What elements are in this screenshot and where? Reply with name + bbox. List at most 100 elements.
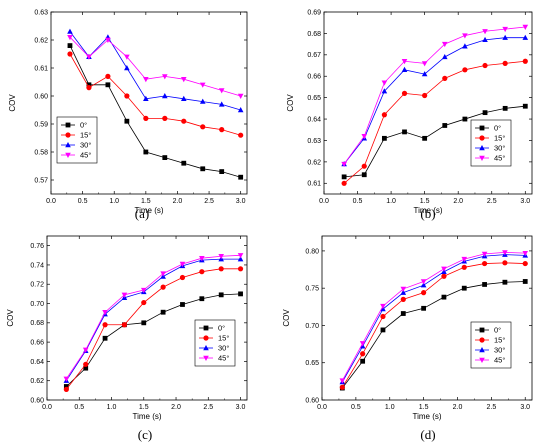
data-point <box>380 313 386 320</box>
data-point <box>522 34 529 40</box>
legend-label: 0° <box>494 326 501 335</box>
data-point <box>462 116 468 122</box>
data-point <box>181 118 187 124</box>
data-point <box>143 95 149 101</box>
y-axis-label: COV <box>6 309 15 327</box>
data-point <box>63 386 69 392</box>
x-tick-label: 1.5 <box>141 198 151 205</box>
legend-marker <box>65 122 71 128</box>
y-tick-label: 0.60 <box>305 397 319 404</box>
x-tick-label: 1.5 <box>419 404 429 411</box>
data-point <box>421 61 428 67</box>
series-45-deg <box>63 253 244 382</box>
x-tick-label: 0.5 <box>74 404 84 411</box>
data-point <box>141 299 147 306</box>
series-15-deg <box>339 260 528 390</box>
data-point <box>421 305 427 311</box>
y-tick-label: 0.70 <box>30 301 44 308</box>
data-point <box>502 26 508 33</box>
data-point <box>83 365 89 371</box>
data-point <box>360 358 366 364</box>
y-tick-label: 0.63 <box>34 9 48 16</box>
data-point <box>482 282 487 287</box>
legend-label: 30° <box>80 141 91 150</box>
y-tick-label: 0.67 <box>307 52 321 59</box>
x-tick-label: 2.0 <box>453 404 463 411</box>
data-point <box>422 135 428 141</box>
data-point <box>400 311 406 316</box>
data-point <box>462 43 468 49</box>
data-point <box>481 260 488 267</box>
series-line <box>66 293 241 387</box>
data-point <box>522 260 528 267</box>
data-point <box>502 34 508 40</box>
data-point <box>441 273 447 279</box>
legend-marker <box>479 145 485 151</box>
data-point <box>237 93 244 99</box>
legend-label: 15° <box>494 134 505 143</box>
legend-label: 30° <box>218 344 229 353</box>
x-tick-label: 1.0 <box>385 404 395 411</box>
data-point <box>237 107 244 113</box>
data-point <box>63 376 70 382</box>
x-tick-label: 2.5 <box>204 198 214 205</box>
data-point <box>160 271 166 277</box>
legend-marker <box>203 325 209 331</box>
data-point <box>86 85 92 91</box>
legend-marker <box>203 355 209 361</box>
y-tick-label: 0.64 <box>30 359 44 366</box>
data-point <box>461 285 467 291</box>
data-point <box>218 254 224 260</box>
data-point <box>482 62 488 69</box>
data-point <box>143 77 149 83</box>
y-tick-label: 0.68 <box>307 31 321 38</box>
data-point <box>361 163 367 169</box>
data-point <box>361 172 367 178</box>
data-point <box>160 309 166 315</box>
plot-frame <box>46 235 248 401</box>
x-tick-label: 2.0 <box>171 404 181 411</box>
data-point <box>124 93 130 99</box>
data-point <box>400 286 407 292</box>
series-line <box>341 251 526 381</box>
series-line <box>69 45 241 178</box>
legend-marker <box>479 327 485 333</box>
legend-label: 0° <box>80 121 87 130</box>
data-point <box>218 292 224 298</box>
series-line <box>343 26 526 165</box>
plot-frame <box>321 235 533 401</box>
data-point <box>502 279 508 285</box>
legend-marker <box>203 345 209 351</box>
legend-label: 30° <box>494 346 505 355</box>
data-point <box>502 105 508 111</box>
data-point <box>218 101 225 107</box>
data-point <box>102 310 108 316</box>
data-point <box>522 279 528 284</box>
y-tick-label: 0.76 <box>30 243 44 250</box>
data-point <box>238 174 244 180</box>
data-point <box>401 66 408 73</box>
data-point <box>199 255 205 262</box>
data-point <box>381 135 387 141</box>
x-tick-label: 3.0 <box>520 404 530 411</box>
series-line <box>66 254 241 380</box>
y-tick-label: 0.68 <box>30 320 44 327</box>
x-tick-label: 3.0 <box>520 198 530 205</box>
data-point <box>237 266 244 272</box>
x-tick-label: 0.0 <box>319 198 329 205</box>
legend: 0°15°30°45° <box>194 319 236 367</box>
data-point <box>67 51 73 57</box>
data-point <box>339 378 346 384</box>
data-point <box>359 341 366 347</box>
legend-label: 45° <box>218 354 229 363</box>
data-point <box>339 384 345 390</box>
data-point <box>461 264 467 270</box>
y-axis-label: COV <box>8 94 17 112</box>
data-point <box>341 161 347 168</box>
data-point <box>401 59 408 65</box>
y-tick-label: 0.61 <box>34 65 48 72</box>
data-point <box>341 174 347 180</box>
legend-marker <box>479 347 485 353</box>
data-point <box>162 93 168 99</box>
data-point <box>83 361 89 367</box>
